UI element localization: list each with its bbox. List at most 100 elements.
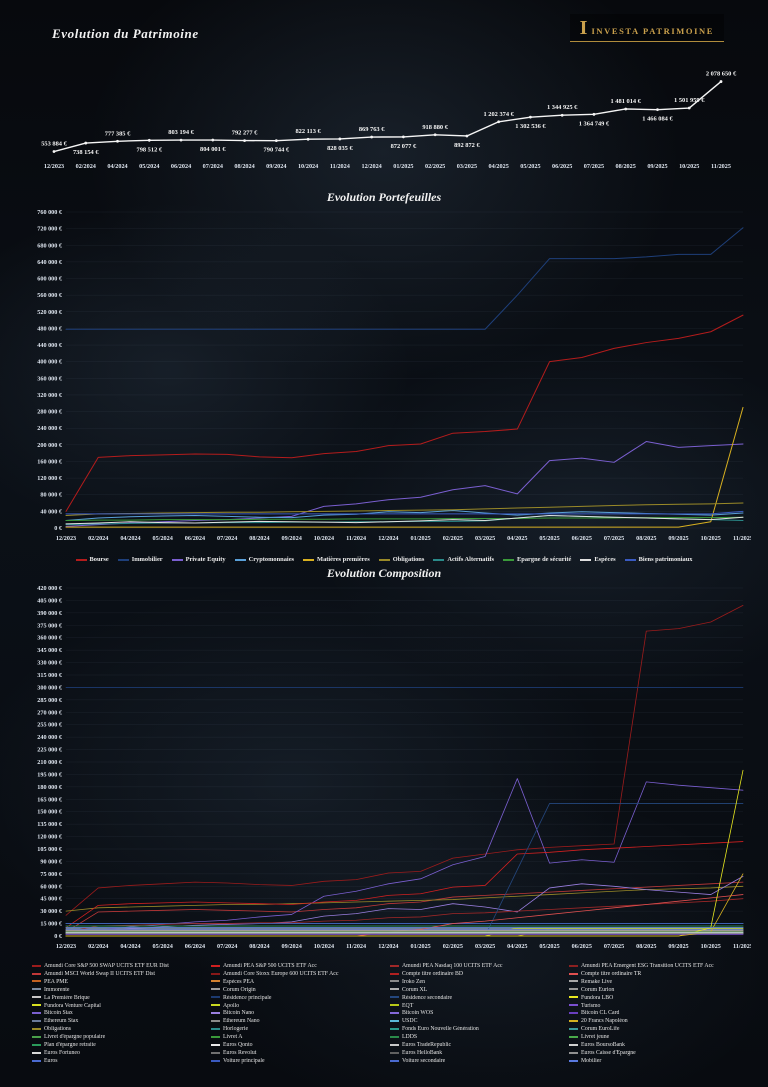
svg-text:480 000 €: 480 000 € bbox=[37, 325, 63, 332]
svg-text:828 035 €: 828 035 € bbox=[327, 145, 353, 152]
composition-chart: 0 € 15 000 € 30 000 € 45 000 € 60 000 € 75 00… bbox=[37, 585, 751, 950]
svg-text:05/2024: 05/2024 bbox=[153, 943, 173, 950]
legend-label: Livret A bbox=[223, 1034, 243, 1041]
svg-text:790 744 €: 790 744 € bbox=[264, 147, 290, 154]
legend-label: Amundi PEA S&P 500 UCITS ETF Acc bbox=[223, 963, 317, 969]
svg-text:06/2025: 06/2025 bbox=[572, 535, 592, 542]
legend-swatch bbox=[580, 558, 592, 561]
legend-swatch bbox=[32, 1059, 41, 1062]
legend-swatch bbox=[211, 1020, 220, 1023]
svg-text:12/2024: 12/2024 bbox=[378, 943, 398, 950]
svg-text:1 466 084 €: 1 466 084 € bbox=[642, 116, 673, 123]
legend-swatch bbox=[569, 988, 578, 991]
legend-label: La Première Brique bbox=[44, 994, 90, 1001]
legend-item: Amundi PEA S&P 500 UCITS ETF Acc bbox=[211, 963, 380, 969]
legend-item: Corum EuroLife bbox=[569, 1026, 738, 1032]
legend-label: Bourse bbox=[89, 556, 109, 563]
legend-label: Plan d'épargne retraite bbox=[44, 1042, 96, 1049]
legend-label: Euros Revolut bbox=[223, 1049, 257, 1056]
legend-label: Apollo bbox=[223, 1002, 240, 1009]
svg-text:11/2025: 11/2025 bbox=[711, 163, 731, 170]
legend-swatch bbox=[211, 996, 220, 999]
legend-item: Bitcoin CL Card bbox=[569, 1010, 738, 1016]
legend-item: PEA PME bbox=[32, 979, 201, 985]
svg-text:390 000 €: 390 000 € bbox=[37, 610, 63, 617]
legend-label: EQT bbox=[402, 1002, 414, 1009]
svg-text:405 000 €: 405 000 € bbox=[37, 597, 63, 604]
legend-item: Iroko Zen bbox=[390, 979, 559, 985]
legend-label: Euros Qonto bbox=[223, 1042, 253, 1049]
svg-text:06/2024: 06/2024 bbox=[185, 535, 205, 542]
legend-label: Matières premières bbox=[317, 556, 370, 563]
svg-text:803 194 €: 803 194 € bbox=[168, 129, 194, 136]
legend-item: Bitcoin WOS bbox=[390, 1010, 559, 1016]
svg-text:10/2025: 10/2025 bbox=[679, 163, 699, 170]
legend-item: Euros TradeRepublic bbox=[390, 1042, 559, 1048]
legend-swatch bbox=[569, 980, 578, 983]
legend-label: Résidence secondaire bbox=[402, 994, 453, 1001]
svg-text:2 078 650 €: 2 078 650 € bbox=[706, 71, 737, 78]
legend-label: Amundi PEA Nasdaq 100 UCITS ETF Acc bbox=[402, 963, 503, 969]
legend-swatch bbox=[211, 1012, 220, 1015]
svg-text:720 000 €: 720 000 € bbox=[37, 226, 63, 233]
legend-label: Fundora LBO bbox=[581, 994, 614, 1001]
legend-item: Euros bbox=[32, 1058, 201, 1064]
svg-text:160 000 €: 160 000 € bbox=[37, 458, 63, 465]
legend-item: Euros Revolut bbox=[211, 1050, 380, 1056]
legend-label: Turismo bbox=[581, 1002, 601, 1009]
svg-text:120 000 €: 120 000 € bbox=[37, 834, 63, 841]
legend-item: Epargne de sécurité bbox=[503, 556, 571, 563]
svg-text:12/2023: 12/2023 bbox=[44, 163, 64, 170]
svg-text:05/2025: 05/2025 bbox=[520, 163, 540, 170]
svg-text:07/2024: 07/2024 bbox=[217, 943, 237, 950]
svg-text:60 000 €: 60 000 € bbox=[40, 883, 63, 890]
legend-swatch bbox=[390, 1020, 399, 1023]
legend-label: Amundi Core S&P 500 SWAP UCITS ETF EUR D… bbox=[44, 963, 169, 969]
legend-item: Apollo bbox=[211, 1003, 380, 1009]
svg-text:07/2024: 07/2024 bbox=[203, 163, 223, 170]
legend-label: Résidence principale bbox=[223, 994, 272, 1001]
svg-text:02/2025: 02/2025 bbox=[443, 943, 463, 950]
svg-text:360 000 €: 360 000 € bbox=[37, 635, 63, 642]
svg-text:04/2024: 04/2024 bbox=[120, 535, 140, 542]
legend-swatch bbox=[569, 1012, 578, 1015]
svg-text:892 872 €: 892 872 € bbox=[454, 142, 480, 149]
legend-swatch bbox=[569, 1020, 578, 1023]
legend-swatch bbox=[211, 1035, 220, 1038]
legend-item: Plan d'épargne retraite bbox=[32, 1042, 201, 1048]
svg-text:345 000 €: 345 000 € bbox=[37, 647, 63, 654]
svg-text:09/2024: 09/2024 bbox=[282, 943, 302, 950]
legend-label: PEA PME bbox=[44, 978, 68, 985]
portefeuilles-chart: 0 € 40 000 € 80 000 € 120 000 € 160 000 € 200… bbox=[37, 209, 751, 542]
svg-text:07/2024: 07/2024 bbox=[217, 535, 237, 542]
svg-text:10/2024: 10/2024 bbox=[298, 163, 318, 170]
svg-text:02/2025: 02/2025 bbox=[425, 163, 445, 170]
legend-swatch bbox=[234, 558, 246, 561]
legend-swatch bbox=[503, 558, 515, 561]
legend-item: Espèces PEA bbox=[211, 979, 380, 985]
legend-label: Obligations bbox=[44, 1026, 72, 1033]
svg-text:270 000 €: 270 000 € bbox=[37, 709, 63, 716]
brand-name: INVESTA PATRIMOINE bbox=[591, 26, 714, 36]
legend-item: USDC bbox=[390, 1018, 559, 1024]
legend-label: Fonds Euro Nouvelle Génération bbox=[402, 1026, 479, 1033]
legend-label: Private Equity bbox=[185, 556, 226, 563]
legend-label: Mobilier bbox=[581, 1057, 602, 1064]
svg-text:180 000 €: 180 000 € bbox=[37, 784, 63, 791]
legend-swatch bbox=[569, 1059, 578, 1062]
legend-swatch bbox=[32, 1004, 41, 1007]
svg-text:738 154 €: 738 154 € bbox=[73, 149, 99, 156]
legend-item: Corum Eurion bbox=[569, 987, 738, 993]
svg-text:12/2023: 12/2023 bbox=[56, 943, 76, 950]
svg-text:08/2025: 08/2025 bbox=[616, 163, 636, 170]
legend-swatch bbox=[32, 1020, 41, 1023]
legend-label: Fundora Venture Capital bbox=[44, 1002, 101, 1009]
svg-text:240 000 €: 240 000 € bbox=[37, 734, 63, 741]
legend-label: Euros bbox=[44, 1057, 58, 1064]
svg-text:10/2024: 10/2024 bbox=[314, 535, 334, 542]
legend-item: Cryptomonnaies bbox=[234, 556, 294, 563]
legend-label: Bitcoin Stax bbox=[44, 1010, 73, 1017]
legend-swatch bbox=[569, 1035, 578, 1038]
legend-item: La Première Brique bbox=[32, 995, 201, 1001]
svg-text:02/2024: 02/2024 bbox=[88, 535, 108, 542]
